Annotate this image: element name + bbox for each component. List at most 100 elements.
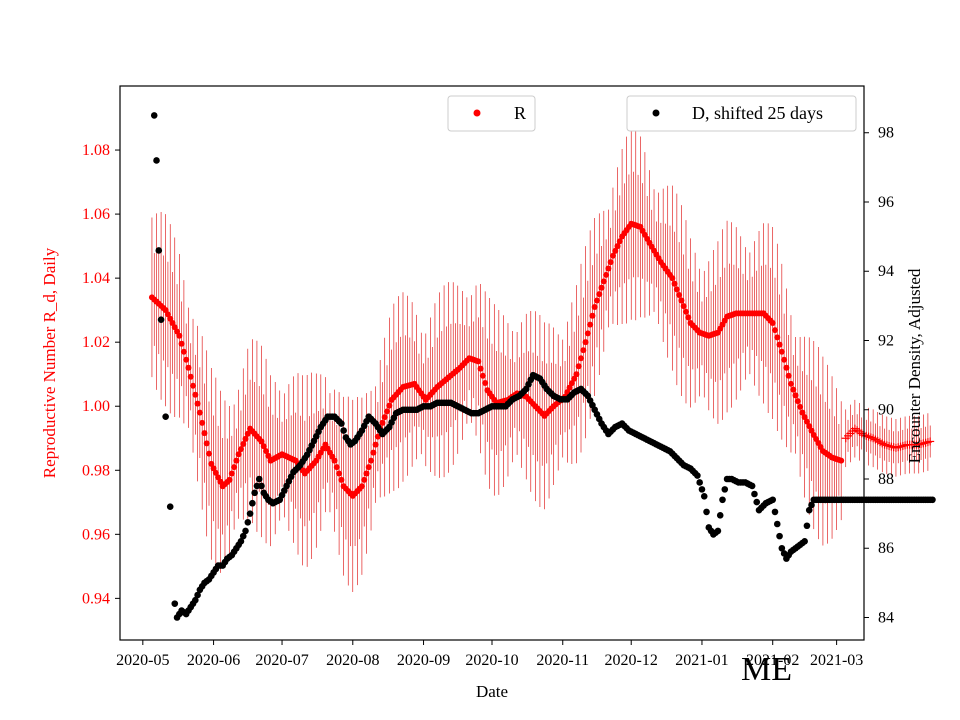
r-point: [584, 330, 591, 337]
r-point: [680, 303, 687, 310]
r-point: [578, 355, 585, 362]
d-point: [805, 506, 813, 514]
d-point: [769, 496, 777, 504]
x-tick-label: 2021-03: [810, 652, 863, 669]
r-point: [358, 483, 365, 490]
d-point: [246, 510, 254, 517]
x-tick-label: 2020-05: [116, 652, 169, 669]
d-point: [244, 518, 252, 526]
r-point: [231, 464, 238, 471]
right-tick-label: 86: [878, 540, 894, 557]
x-tick-label: 2020-07: [255, 652, 308, 669]
r-point: [609, 252, 616, 259]
d-point: [808, 501, 815, 509]
d-point: [721, 486, 729, 493]
r-point: [226, 476, 233, 483]
right-tick-label: 92: [878, 332, 894, 349]
r-point: [361, 476, 368, 483]
d-point: [242, 527, 249, 535]
r-point: [475, 358, 482, 365]
r-point: [785, 372, 792, 379]
r-point: [571, 375, 578, 382]
r-point: [201, 430, 208, 437]
r-point: [794, 398, 801, 405]
left-tick-label: 1.04: [82, 270, 110, 287]
left-tick-label: 1.06: [82, 206, 110, 223]
r-point: [614, 243, 621, 250]
legend-r-label: R: [514, 103, 526, 123]
right-tick-label: 84: [878, 609, 894, 626]
r-point: [183, 356, 190, 363]
x-tick-label: 2021-01: [675, 652, 728, 669]
r-point: [799, 409, 806, 416]
r-point: [803, 418, 810, 425]
r-point: [333, 464, 340, 471]
r-point: [607, 259, 614, 266]
right-tick-label: 96: [878, 194, 894, 211]
d-point: [698, 486, 706, 493]
r-point: [263, 448, 270, 455]
r-point: [194, 400, 201, 407]
r-point: [838, 457, 845, 464]
r-point: [685, 314, 692, 321]
r-point: [612, 247, 619, 254]
r-point: [208, 460, 215, 467]
series-layer: [148, 112, 936, 621]
d-point: [150, 112, 158, 119]
right-tick-label: 98: [878, 125, 894, 142]
r-point: [774, 334, 781, 341]
r-point: [210, 465, 217, 472]
r-point: [787, 380, 794, 387]
r-point: [603, 271, 610, 278]
r-point: [235, 451, 242, 458]
r-point: [806, 423, 813, 430]
x-tick-label: 2020-10: [465, 652, 518, 669]
r-point: [336, 470, 343, 477]
legend-r-marker: [473, 109, 481, 117]
r-point: [790, 386, 797, 393]
r-point: [591, 303, 598, 310]
d-point: [929, 496, 936, 504]
left-tick-label: 0.94: [82, 590, 110, 607]
d-point: [694, 472, 701, 479]
r-point: [196, 409, 203, 416]
r-point: [203, 440, 210, 447]
legend-d: D, shifted 25 days: [626, 95, 857, 132]
r-point: [682, 308, 689, 315]
r-point: [365, 464, 372, 471]
r-point: [244, 430, 251, 437]
r-point: [669, 275, 676, 282]
d-point: [771, 508, 779, 516]
d-point: [251, 489, 258, 497]
r-point: [258, 438, 265, 445]
r-point: [176, 332, 183, 339]
r-point: [370, 449, 377, 456]
d-point: [155, 247, 163, 254]
left-tick-label: 1.02: [82, 334, 110, 351]
x-tick-label: 2021-02: [746, 652, 799, 669]
r-point: [386, 402, 393, 409]
x-axis-label: Date: [476, 682, 508, 701]
x-axis-ticks: 2020-05 2020-06 2020-07 2020-08 2020-09 2020-…: [116, 640, 863, 669]
right-tick-label: 88: [878, 471, 894, 488]
left-tick-label: 0.96: [82, 526, 110, 543]
d-point: [714, 527, 722, 535]
right-tick-label: 90: [878, 402, 894, 419]
d-point: [192, 596, 199, 604]
r-point: [771, 327, 778, 334]
r-point: [199, 419, 206, 426]
d-point: [778, 544, 786, 552]
legend-d-label: D, shifted 25 days: [692, 103, 823, 123]
r-point: [678, 297, 685, 304]
r-point: [781, 356, 788, 363]
d-point: [253, 482, 261, 490]
r-point: [372, 441, 379, 448]
r-point: [573, 371, 580, 378]
d-point: [703, 508, 710, 516]
r-point: [587, 321, 594, 328]
d-point: [801, 538, 808, 545]
d-point: [166, 503, 174, 510]
r-point: [769, 319, 776, 326]
d-point: [719, 496, 726, 504]
r-point: [228, 470, 235, 477]
